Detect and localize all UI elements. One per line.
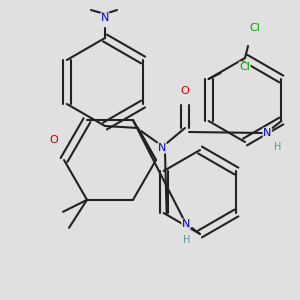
Text: H: H (274, 142, 281, 152)
Text: N: N (182, 219, 190, 229)
Text: O: O (181, 86, 189, 96)
Text: O: O (49, 135, 58, 145)
Text: H: H (183, 235, 191, 245)
Text: Cl: Cl (239, 62, 250, 72)
Text: N: N (158, 143, 166, 153)
Text: N: N (263, 128, 272, 138)
Text: Cl: Cl (250, 23, 260, 33)
Text: N: N (101, 13, 109, 23)
